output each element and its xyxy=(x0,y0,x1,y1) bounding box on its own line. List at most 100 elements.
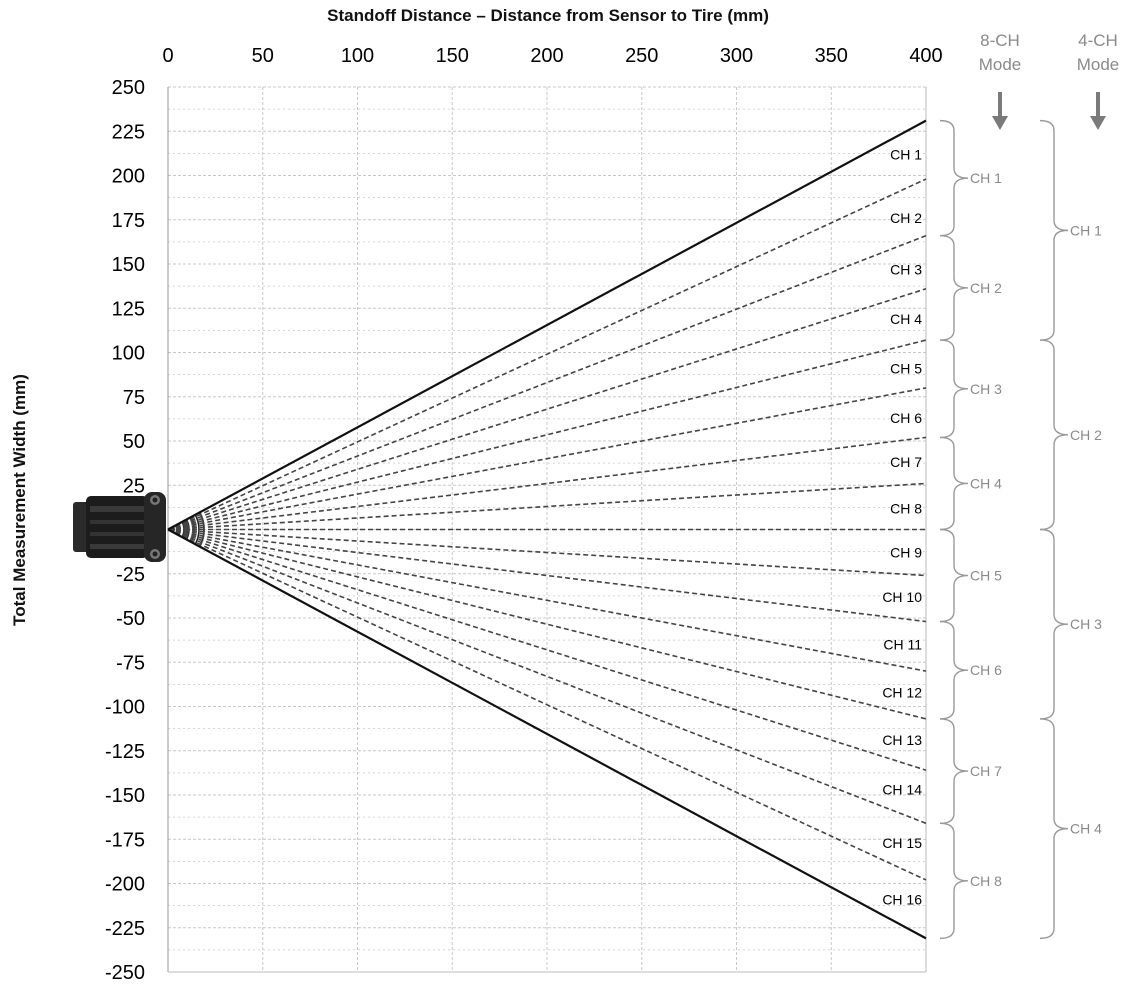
mode-8ch-group-label: CH 4 xyxy=(970,475,1002,491)
channel-divider-line xyxy=(167,178,927,531)
down-arrow-icon xyxy=(992,116,1008,130)
mode-8ch-bracket xyxy=(939,436,969,531)
down-arrow-icon xyxy=(1090,116,1106,130)
x-tick-label: 100 xyxy=(341,45,374,67)
mode-8ch-group-label: CH 7 xyxy=(970,763,1002,779)
y-tick-label: 100 xyxy=(112,343,145,365)
y-tick-label: 175 xyxy=(112,210,145,232)
y-tick-label: 225 xyxy=(112,121,145,143)
mode-4ch-bracket xyxy=(1039,528,1069,720)
mode-8ch-bracket xyxy=(939,528,969,623)
channel-divider-line xyxy=(167,387,927,531)
x-tick-label: 50 xyxy=(252,45,274,67)
y-tick-label: -125 xyxy=(105,741,145,763)
mode-8ch-bracket xyxy=(939,119,969,237)
channel-lines xyxy=(167,119,927,940)
channel-label: CH 9 xyxy=(890,545,922,561)
y-tick-label: -175 xyxy=(105,829,145,851)
mode-4ch-header: 4-CH xyxy=(1078,31,1118,50)
mode-4ch-bracket xyxy=(1039,119,1069,341)
x-tick-labels: 0 50 100 150 200 250 300 350 400 xyxy=(162,45,942,67)
channel-divider-line xyxy=(167,436,927,531)
channel-label: CH 6 xyxy=(890,410,922,426)
x-tick-label: 350 xyxy=(815,45,848,67)
mode-4ch-brackets: 4-CH Mode CH 1 CH 2 CH 3 CH 4 xyxy=(1039,31,1120,940)
field-boundary-line xyxy=(167,528,927,940)
y-tick-label: -250 xyxy=(105,962,145,984)
channel-divider-line xyxy=(167,288,927,531)
x-tick-label: 250 xyxy=(625,45,658,67)
mode-8ch-group-label: CH 3 xyxy=(970,381,1002,397)
y-axis-title: Total Measurement Width (mm) xyxy=(10,374,29,626)
x-tick-label: 200 xyxy=(530,45,563,67)
mode-8ch-header: 8-CH xyxy=(980,31,1020,50)
channel-label: CH 2 xyxy=(890,210,922,226)
channel-divider-line xyxy=(167,528,927,577)
mode-8ch-bracket xyxy=(939,339,969,439)
channel-label: CH 5 xyxy=(890,360,922,376)
mode-8ch-group-label: CH 1 xyxy=(970,170,1002,186)
y-tick-label: 75 xyxy=(123,387,145,409)
channel-label: CH 3 xyxy=(890,261,922,277)
y-tick-label: -50 xyxy=(116,608,145,630)
channel-label: CH 14 xyxy=(882,782,922,798)
y-tick-label: 125 xyxy=(112,298,145,320)
mode-4ch-bracket xyxy=(1039,718,1069,940)
channel-divider-line xyxy=(167,528,927,720)
y-tick-label: -75 xyxy=(116,652,145,674)
channel-label: CH 7 xyxy=(890,454,922,470)
channel-label: CH 1 xyxy=(890,146,922,162)
y-tick-label: -200 xyxy=(105,874,145,896)
mode-4ch-group-label: CH 3 xyxy=(1070,616,1102,632)
y-tick-label: 50 xyxy=(123,431,145,453)
x-tick-label: 150 xyxy=(436,45,469,67)
y-tick-label: 25 xyxy=(123,475,145,497)
mode-4ch-group-label: CH 1 xyxy=(1070,222,1102,238)
x-tick-label: 400 xyxy=(909,45,942,67)
x-tick-label: 300 xyxy=(720,45,753,67)
channel-label: CH 11 xyxy=(883,637,922,653)
channel-label: CH 15 xyxy=(882,835,922,851)
mode-4ch-header: Mode xyxy=(1077,55,1120,74)
channel-label: CH 12 xyxy=(882,684,922,700)
mode-4ch-group-label: CH 2 xyxy=(1070,427,1102,443)
channel-divider-line xyxy=(167,528,927,881)
mode-8ch-bracket xyxy=(939,620,969,720)
y-tick-label: 200 xyxy=(112,166,145,188)
y-tick-label: 150 xyxy=(112,254,145,276)
mode-4ch-bracket xyxy=(1039,339,1069,531)
y-tick-labels: 250 225 200 175 150 125 100 75 50 25 -25 -50 -75 -100… xyxy=(105,77,145,984)
mode-8ch-bracket xyxy=(939,822,969,940)
mode-8ch-group-label: CH 8 xyxy=(970,873,1002,889)
channel-labels: CH 1 CH 2 CH 3 CH 4 CH 5 CH 6 CH 7 CH 8 CH 9 CH 1… xyxy=(882,146,922,907)
y-tick-label: -150 xyxy=(105,785,145,807)
y-tick-label: -225 xyxy=(105,918,145,940)
mode-8ch-brackets: 8-CH Mode CH 1 CH 2 CH 3 CH 4 CH 5 CH 6 CH 7 CH 8 xyxy=(939,31,1022,940)
channel-divider-line xyxy=(167,482,927,531)
channel-divider-line xyxy=(167,528,927,771)
channel-divider-line xyxy=(167,339,927,531)
channel-label: CH 16 xyxy=(882,891,922,907)
mode-8ch-group-label: CH 6 xyxy=(970,662,1002,678)
channel-divider-line xyxy=(167,528,927,672)
mode-8ch-bracket xyxy=(939,234,969,341)
mode-8ch-group-label: CH 5 xyxy=(970,568,1002,584)
y-tick-label: -25 xyxy=(116,564,145,586)
mode-8ch-group-label: CH 2 xyxy=(970,280,1002,296)
grid xyxy=(167,86,927,973)
channel-label: CH 4 xyxy=(890,311,922,327)
y-tick-label: 250 xyxy=(112,77,145,99)
x-tick-label: 0 xyxy=(162,45,173,67)
channel-label: CH 8 xyxy=(890,500,922,516)
mode-8ch-bracket xyxy=(939,718,969,825)
x-axis-title: Standoff Distance – Distance from Sensor… xyxy=(327,6,769,25)
channel-divider-line xyxy=(167,528,927,623)
field-boundary-line xyxy=(167,119,927,531)
fan-arc xyxy=(194,513,200,546)
mode-8ch-header: Mode xyxy=(979,55,1022,74)
channel-label: CH 13 xyxy=(882,732,922,748)
sensor-icon xyxy=(73,492,166,562)
y-tick-label: -100 xyxy=(105,697,145,719)
channel-label: CH 10 xyxy=(882,589,922,605)
